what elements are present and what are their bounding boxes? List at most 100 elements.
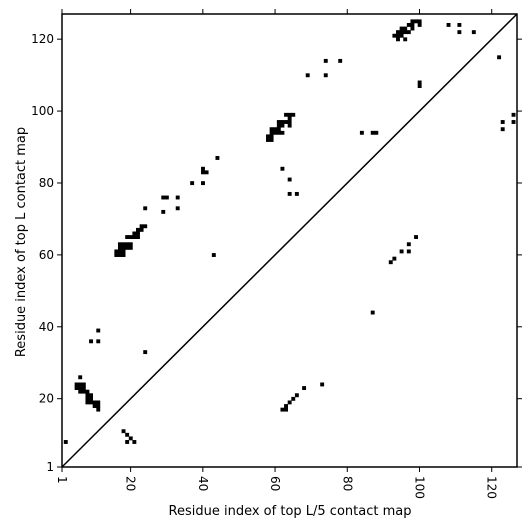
y-tick-label: 40 — [39, 320, 54, 334]
contact-point — [92, 404, 97, 408]
contact-point — [410, 19, 415, 24]
contact-point — [287, 120, 292, 124]
contact-point — [269, 130, 274, 135]
contact-point — [396, 30, 400, 35]
x-tick-label: 80 — [340, 476, 354, 491]
contact-point — [125, 440, 130, 444]
contact-point — [92, 400, 97, 405]
contact-point — [280, 123, 285, 128]
contact-point — [201, 170, 205, 175]
contact-point — [403, 30, 408, 35]
contact-point — [399, 30, 404, 35]
contact-point — [403, 37, 408, 42]
contact-point — [500, 127, 505, 132]
contact-point — [406, 242, 411, 247]
contact-point — [128, 235, 133, 240]
contact-point — [78, 386, 83, 391]
contact-point — [125, 242, 130, 247]
x-axis: 1 20 40 60 80 100 120 — [55, 9, 499, 499]
contact-point — [204, 170, 209, 175]
contact-point — [78, 375, 83, 380]
contact-point — [417, 19, 422, 24]
contact-point — [121, 242, 126, 247]
contact-point — [266, 134, 270, 139]
x-tick-label: 100 — [413, 476, 427, 499]
contact-point — [269, 127, 274, 132]
contact-point — [406, 30, 411, 35]
contact-point — [139, 224, 144, 229]
contact-point — [85, 389, 90, 394]
contact-point — [399, 26, 404, 31]
contact-point — [323, 73, 328, 78]
contact-point — [284, 404, 288, 408]
contact-point — [370, 130, 375, 135]
contact-point — [269, 138, 274, 142]
contact-point — [294, 191, 299, 196]
y-axis-label: Residue index of top L contact map — [14, 127, 29, 357]
contact-point — [287, 116, 292, 121]
contact-point — [269, 134, 274, 139]
contact-point — [74, 386, 79, 391]
contact-point — [511, 120, 516, 124]
contact-point — [96, 407, 101, 412]
contact-point — [291, 112, 296, 117]
contact-point — [136, 227, 140, 232]
contact-point — [89, 400, 93, 405]
contact-point — [143, 350, 148, 355]
contact-point — [143, 206, 148, 211]
contact-point — [280, 407, 285, 412]
contact-point — [81, 389, 86, 394]
contact-point — [284, 120, 288, 124]
contact-point — [114, 249, 119, 254]
contact-point — [85, 396, 90, 401]
contact-point — [287, 400, 292, 405]
contact-point — [136, 231, 140, 236]
contact-point — [96, 404, 101, 408]
contact-point — [81, 382, 86, 387]
contact-point — [457, 22, 462, 27]
contact-point — [320, 382, 325, 387]
contact-point — [273, 127, 278, 132]
contact-point — [125, 245, 130, 250]
contact-point — [276, 123, 281, 128]
x-tick-label: 120 — [485, 476, 499, 499]
contact-point — [161, 195, 166, 200]
contact-point — [406, 22, 411, 27]
contact-point — [414, 19, 418, 24]
contact-point — [302, 386, 307, 391]
contact-point — [96, 328, 101, 333]
contact-point — [287, 112, 292, 117]
contact-point — [74, 382, 79, 387]
contact-point — [280, 166, 285, 171]
contact-point — [128, 245, 133, 250]
contact-point — [280, 120, 285, 124]
contact-point — [117, 249, 122, 254]
contact-point — [164, 195, 169, 200]
y-tick-label: 1 — [46, 460, 54, 474]
contact-point — [121, 249, 126, 254]
contact-point — [121, 429, 126, 434]
contact-point — [284, 112, 288, 117]
contact-point — [511, 112, 516, 117]
contact-point — [410, 26, 415, 31]
contact-point — [374, 130, 379, 135]
contact-point — [287, 123, 292, 128]
contact-point — [96, 339, 101, 344]
contact-point — [121, 253, 126, 257]
contact-point — [417, 84, 422, 89]
y-tick-label: 100 — [31, 104, 54, 118]
contact-point — [276, 130, 281, 135]
contact-point — [132, 440, 137, 444]
contact-point — [85, 400, 90, 405]
contact-point — [128, 436, 133, 441]
y-tick-label: 80 — [39, 176, 54, 190]
contact-point — [78, 389, 83, 394]
contact-point — [287, 191, 292, 196]
contact-point — [81, 386, 86, 391]
y-tick-label: 20 — [39, 392, 54, 406]
contact-point — [117, 245, 122, 250]
y-tick-label: 120 — [31, 32, 54, 46]
contact-point — [125, 432, 130, 437]
plot-frame — [61, 13, 518, 468]
contact-point — [276, 120, 281, 124]
